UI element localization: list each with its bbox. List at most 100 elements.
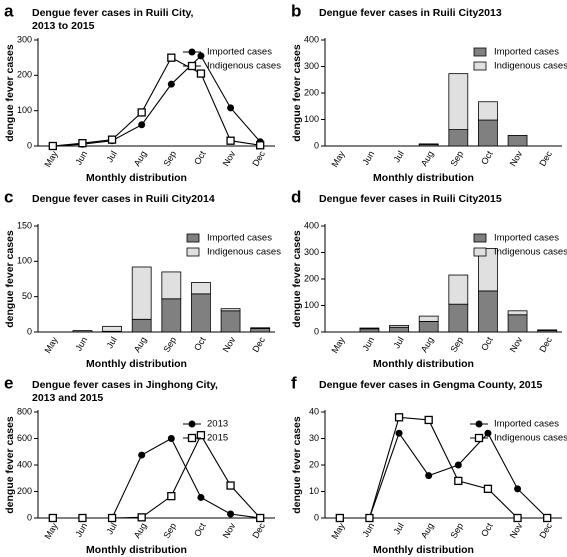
x-tick-label: May — [329, 149, 346, 169]
x-tick-label: Sep — [161, 149, 178, 168]
bar-segment — [537, 329, 558, 331]
x-tick-label: Jul — [391, 521, 405, 536]
data-point — [137, 108, 146, 117]
x-tick-label: May — [42, 335, 59, 355]
y-tick-label: 200 — [304, 273, 319, 283]
x-axis-label: Monthly distribution — [373, 544, 474, 556]
y-tick-label: 600 — [17, 433, 32, 443]
x-axis-label: Monthly distribution — [373, 358, 474, 370]
x-tick-label: Dec — [537, 149, 554, 168]
panel-letter: d — [291, 187, 301, 206]
y-tick-label: 0 — [27, 140, 32, 150]
legend-label: Imported cases — [494, 419, 559, 430]
x-tick-label: Dec — [250, 521, 267, 540]
data-point — [484, 429, 492, 437]
bar-segment — [250, 328, 271, 333]
bar-segment — [359, 327, 380, 330]
bar-segment — [507, 134, 528, 147]
bar-segment — [220, 308, 241, 312]
x-tick-label: Dec — [250, 335, 267, 354]
legend-swatch — [186, 233, 200, 243]
legend-label: Indigenous cases — [494, 433, 567, 444]
data-point — [197, 493, 205, 501]
y-axis-label: dengue fever cases — [4, 416, 16, 514]
bar-segment — [131, 318, 152, 333]
data-point — [256, 141, 265, 150]
data-point — [335, 513, 344, 523]
y-tick-label: 300 — [17, 34, 32, 44]
legend-label: Imported cases — [494, 47, 559, 58]
y-axis-label: dengue fever cases — [4, 230, 16, 328]
data-point — [514, 485, 522, 493]
y-tick-label: 100 — [304, 114, 319, 124]
series-line — [339, 416, 548, 519]
x-tick-label: May — [42, 521, 59, 541]
y-tick-label: 800 — [17, 406, 32, 416]
panel-letter: c — [4, 187, 13, 206]
bar-segment — [448, 73, 469, 130]
x-tick-label: Oct — [192, 521, 208, 539]
x-tick-label: Nov — [221, 149, 238, 168]
bar-segment — [478, 119, 498, 147]
x-tick-label: Sep — [161, 521, 178, 540]
data-point — [196, 431, 206, 440]
x-tick-label: Jun — [73, 521, 89, 539]
bar-segment — [359, 328, 380, 333]
series-line — [52, 55, 261, 147]
data-point — [483, 484, 493, 494]
x-tick-label: Sep — [448, 521, 465, 540]
x-tick-label: Oct — [192, 149, 208, 167]
x-tick-label: Sep — [448, 335, 465, 354]
chart-title: 2013 and 2015 — [32, 392, 103, 404]
legend-swatch — [473, 233, 487, 243]
series-line — [339, 432, 548, 519]
data-point — [78, 513, 87, 523]
data-point — [167, 80, 175, 88]
x-tick-label: May — [329, 521, 346, 541]
bar-segment — [478, 101, 498, 121]
data-point — [48, 141, 57, 151]
series-line — [52, 56, 261, 147]
bar-segment — [478, 248, 498, 292]
x-tick-label: Oct — [479, 335, 495, 353]
x-tick-label: Jun — [360, 149, 376, 167]
data-point — [543, 513, 552, 523]
x-tick-label: Dec — [250, 149, 267, 168]
chart-title: 2013 to 2015 — [32, 20, 95, 32]
x-tick-label: Dec — [537, 521, 554, 540]
bar-segment — [191, 293, 211, 333]
y-tick-label: 40 — [309, 406, 319, 416]
legend-marker — [475, 420, 483, 428]
x-tick-label: Jun — [73, 335, 89, 353]
x-tick-label: Aug — [132, 149, 149, 168]
x-tick-label: Nov — [221, 335, 238, 354]
y-tick-label: 30 — [309, 433, 319, 443]
chart-title: Dengue fever cases in Gengma County, 201… — [319, 379, 542, 391]
y-tick-label: 400 — [304, 220, 319, 230]
bar-segment — [418, 315, 439, 322]
x-tick-label: Aug — [132, 335, 149, 354]
legend-swatch — [473, 47, 487, 57]
panel-letter: e — [4, 373, 13, 392]
data-point — [394, 413, 404, 422]
legend-swatch — [473, 61, 487, 71]
y-tick-label: 100 — [304, 300, 319, 310]
y-tick-label: 0 — [314, 512, 319, 522]
x-tick-label: Jul — [391, 149, 405, 164]
chart-title: Dengue fever cases in Ruili City, — [32, 7, 194, 19]
x-tick-label: Jul — [104, 149, 118, 164]
x-axis-label: Monthly distribution — [86, 172, 187, 184]
data-point — [138, 451, 146, 459]
x-tick-label: Dec — [537, 335, 554, 354]
y-tick-label: 300 — [304, 247, 319, 257]
y-tick-label: 50 — [22, 291, 32, 301]
data-point — [167, 491, 176, 501]
chart-title: Dengue fever cases in Ruili City2013 — [319, 7, 502, 19]
bar-segment — [72, 330, 93, 333]
legend-marker — [187, 61, 197, 71]
x-tick-label: Jun — [73, 149, 89, 167]
x-tick-label: Sep — [448, 149, 465, 168]
y-tick-label: 0 — [314, 326, 319, 336]
legend-label: Indigenous cases — [207, 247, 281, 258]
